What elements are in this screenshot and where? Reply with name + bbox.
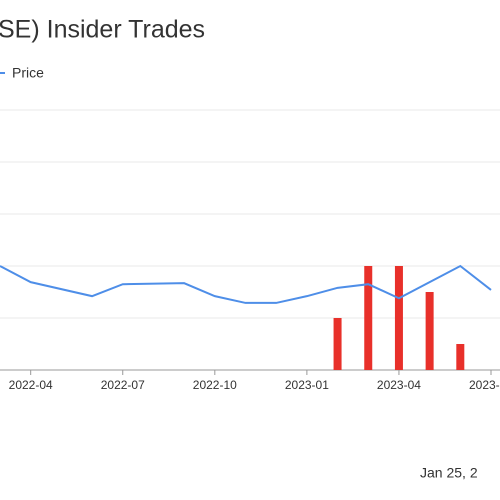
bar xyxy=(425,292,434,370)
bar xyxy=(394,266,403,370)
x-tick-label: 2022-10 xyxy=(193,378,237,392)
x-tick-label: 2022-07 xyxy=(101,378,145,392)
x-tick-label: 2023-07 xyxy=(469,378,500,392)
bar xyxy=(333,318,342,370)
x-tick-label: 2023-01 xyxy=(285,378,329,392)
x-tick-label: 2023-04 xyxy=(377,378,421,392)
bar xyxy=(364,266,373,370)
date-note: Jan 25, 2 xyxy=(420,465,478,481)
price-line xyxy=(0,264,492,304)
legend-label: Price xyxy=(12,65,44,81)
x-tick-label: 2022-04 xyxy=(9,378,53,392)
bar xyxy=(456,344,465,370)
chart-title: SE) Insider Trades xyxy=(0,16,205,44)
